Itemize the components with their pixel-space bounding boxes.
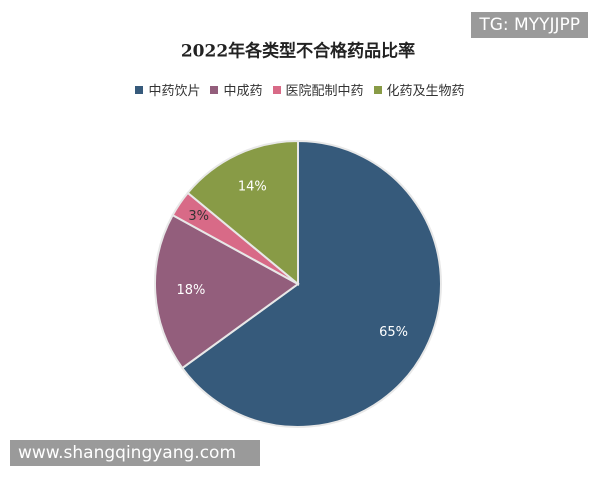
data-label: 65% (379, 325, 408, 340)
legend-label: 化药及生物药 (386, 84, 465, 99)
legend-marker (210, 85, 219, 94)
data-label: 3% (188, 209, 209, 224)
legend-item: 化药及生物药 (373, 80, 465, 99)
legend-marker (373, 85, 382, 94)
data-label: 14% (238, 179, 267, 194)
legend-marker (135, 85, 144, 94)
legend-label: 医院配制中药 (285, 84, 364, 99)
legend: 中药饮片 中成药 医院配制中药 化药及生物药 (0, 80, 600, 99)
pie-slice (180, 139, 442, 428)
legend-item: 中成药 (210, 80, 263, 99)
watermark: TG: MYYJJPP (471, 12, 588, 38)
pie-slice (186, 139, 299, 287)
legend-marker (272, 85, 281, 94)
watermark: www.shangqingyang.com (10, 440, 260, 466)
legend-item: 中药饮片 (135, 80, 200, 99)
legend-item: 医院配制中药 (272, 80, 364, 99)
data-label: 18% (177, 283, 206, 298)
legend-label: 中成药 (223, 84, 263, 99)
chart-title: 2022年各类型不合格药品比率 (181, 41, 415, 62)
pie-slice (154, 213, 300, 370)
legend-label: 中药饮片 (148, 84, 201, 99)
